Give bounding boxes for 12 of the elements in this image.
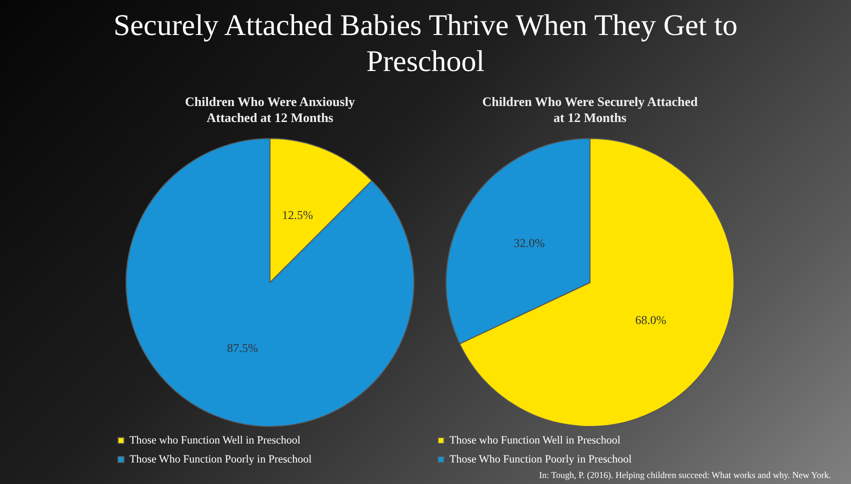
- chart-title: Children Who Were Anxiously Attached at 12 Months: [184, 94, 356, 127]
- data-label: 68.0%: [635, 313, 666, 328]
- text: In: Tough, P. (2016). Helping children succeed: What works and why. New York.: [539, 470, 831, 480]
- legend-label: Those Who Function Poorly in Preschool: [450, 453, 632, 466]
- data-label: 87.5%: [226, 341, 258, 356]
- chart-title: Children Who Were Securely Attached at 12 Months: [481, 94, 699, 127]
- data-label: 32.0%: [514, 236, 545, 250]
- data-label: 12.5%: [282, 208, 314, 222]
- text: Securely Attached Babies Thrive When They Get to Preschool: [112, 8, 738, 80]
- legend-label: Those who Function Well in Preschool: [130, 434, 300, 446]
- legend-label: Those Who Function Poorly in Preschool: [130, 453, 312, 466]
- legend-label: Those who Function Well in Preschool: [450, 434, 620, 446]
